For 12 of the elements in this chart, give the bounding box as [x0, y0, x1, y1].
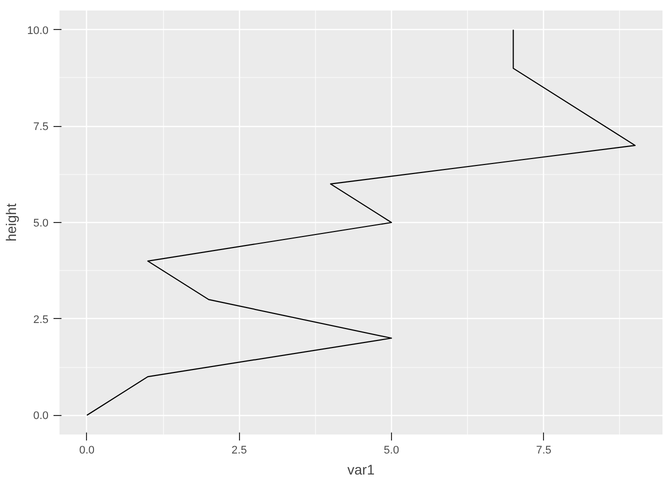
x-tick-label: 5.0: [384, 444, 400, 456]
x-axis-title: var1: [347, 462, 375, 478]
line-series: [86, 29, 636, 416]
y-tick-label: 5.0: [33, 218, 49, 230]
x-tick-label: 7.5: [536, 444, 552, 456]
y-tick-label: 10.0: [27, 24, 49, 37]
y-tick-label: 2.5: [33, 314, 49, 326]
y-tick-label: 0.0: [33, 410, 49, 422]
x-tick-label: 2.5: [232, 444, 247, 456]
y-axis-title: height: [3, 203, 20, 242]
x-tick-label: 0.0: [79, 444, 95, 456]
y-tick-label: 7.5: [33, 121, 49, 134]
